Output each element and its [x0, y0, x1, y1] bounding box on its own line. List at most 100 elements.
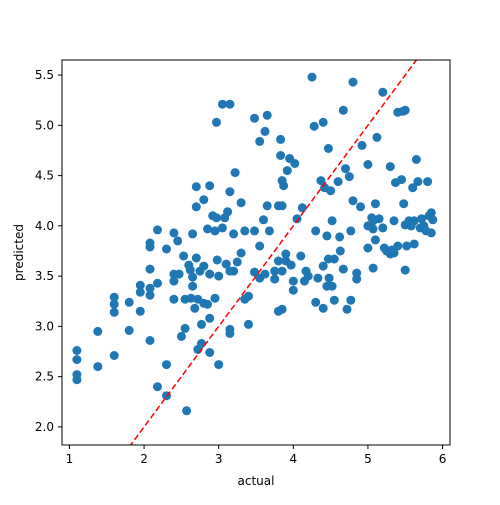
data-point	[210, 226, 220, 236]
data-point	[229, 229, 239, 239]
data-point	[385, 162, 395, 172]
data-points	[72, 72, 438, 416]
y-tick-label: 3.0	[35, 319, 54, 333]
data-point	[326, 186, 336, 196]
data-point	[217, 223, 227, 233]
data-point	[378, 87, 388, 97]
data-point	[185, 265, 195, 275]
data-point	[255, 241, 265, 251]
data-point	[72, 346, 82, 355]
data-point	[135, 280, 145, 290]
data-point	[240, 226, 250, 236]
data-point	[174, 269, 184, 279]
data-point	[270, 274, 280, 284]
data-point	[190, 303, 200, 313]
data-point	[212, 117, 221, 127]
data-point	[197, 339, 206, 348]
data-point	[250, 113, 259, 123]
x-tick-label: 6	[439, 452, 447, 466]
x-tick-label: 5	[364, 452, 372, 466]
data-point	[145, 242, 155, 252]
data-point	[135, 306, 145, 316]
data-point	[318, 261, 328, 271]
data-point	[323, 144, 333, 153]
data-point	[327, 281, 337, 291]
data-point	[374, 214, 384, 224]
data-point	[262, 201, 272, 211]
x-tick-label: 4	[289, 452, 297, 466]
data-point	[188, 281, 198, 291]
x-axis-label: actual	[238, 474, 275, 488]
y-tick-label: 3.5	[35, 269, 54, 283]
data-point	[342, 304, 352, 314]
data-point	[176, 331, 186, 341]
data-point	[169, 294, 179, 304]
data-point	[348, 196, 358, 206]
data-point	[203, 224, 212, 234]
data-point	[145, 336, 155, 345]
data-point	[236, 248, 246, 258]
x-tick-label: 1	[66, 452, 74, 466]
data-point	[393, 241, 403, 251]
data-point	[400, 265, 410, 275]
data-point	[279, 181, 289, 191]
data-point	[169, 276, 179, 286]
data-point	[368, 224, 378, 234]
data-point	[277, 304, 287, 314]
data-point	[191, 182, 201, 192]
data-point	[179, 251, 189, 261]
data-point	[217, 99, 227, 109]
data-point	[210, 293, 220, 303]
data-point	[124, 325, 134, 335]
data-point	[335, 246, 345, 256]
data-point	[411, 155, 421, 164]
data-point	[346, 295, 356, 305]
y-tick-label: 5.5	[35, 68, 54, 82]
y-axis-ticks: 2.0 2.5 3.0 3.5 4.0 4.5 5.0 5.5	[35, 68, 62, 434]
data-point	[145, 264, 155, 274]
data-point	[162, 244, 171, 254]
data-point	[199, 261, 209, 271]
data-point	[338, 264, 348, 274]
data-point	[124, 297, 134, 307]
data-point	[335, 232, 345, 242]
data-point	[203, 299, 212, 309]
data-point	[259, 215, 268, 225]
data-point	[282, 166, 292, 176]
data-point	[205, 348, 215, 357]
data-point	[357, 140, 367, 150]
data-point	[180, 323, 190, 333]
data-point	[344, 172, 354, 182]
data-point	[370, 235, 380, 245]
data-point	[205, 181, 215, 191]
data-point	[260, 269, 270, 279]
data-point	[236, 198, 246, 208]
data-point	[428, 215, 438, 225]
data-point	[426, 228, 436, 238]
data-point	[327, 216, 337, 226]
data-point	[229, 266, 239, 276]
data-point	[153, 278, 162, 288]
data-point	[307, 72, 317, 82]
data-point	[182, 406, 192, 416]
data-point	[277, 201, 287, 211]
data-point	[276, 134, 286, 144]
data-point	[262, 110, 272, 120]
data-point	[408, 183, 418, 193]
data-point	[318, 303, 328, 313]
data-point	[109, 299, 119, 309]
data-point	[363, 160, 373, 169]
data-point	[153, 382, 162, 392]
data-point	[316, 176, 326, 186]
x-tick-label: 2	[140, 452, 148, 466]
data-point	[296, 251, 306, 261]
data-point	[426, 208, 436, 218]
data-point	[135, 287, 145, 297]
reference-line-layer	[129, 60, 418, 445]
data-point	[402, 241, 412, 251]
data-point	[417, 214, 427, 224]
data-point	[197, 319, 206, 329]
data-point	[230, 168, 240, 178]
